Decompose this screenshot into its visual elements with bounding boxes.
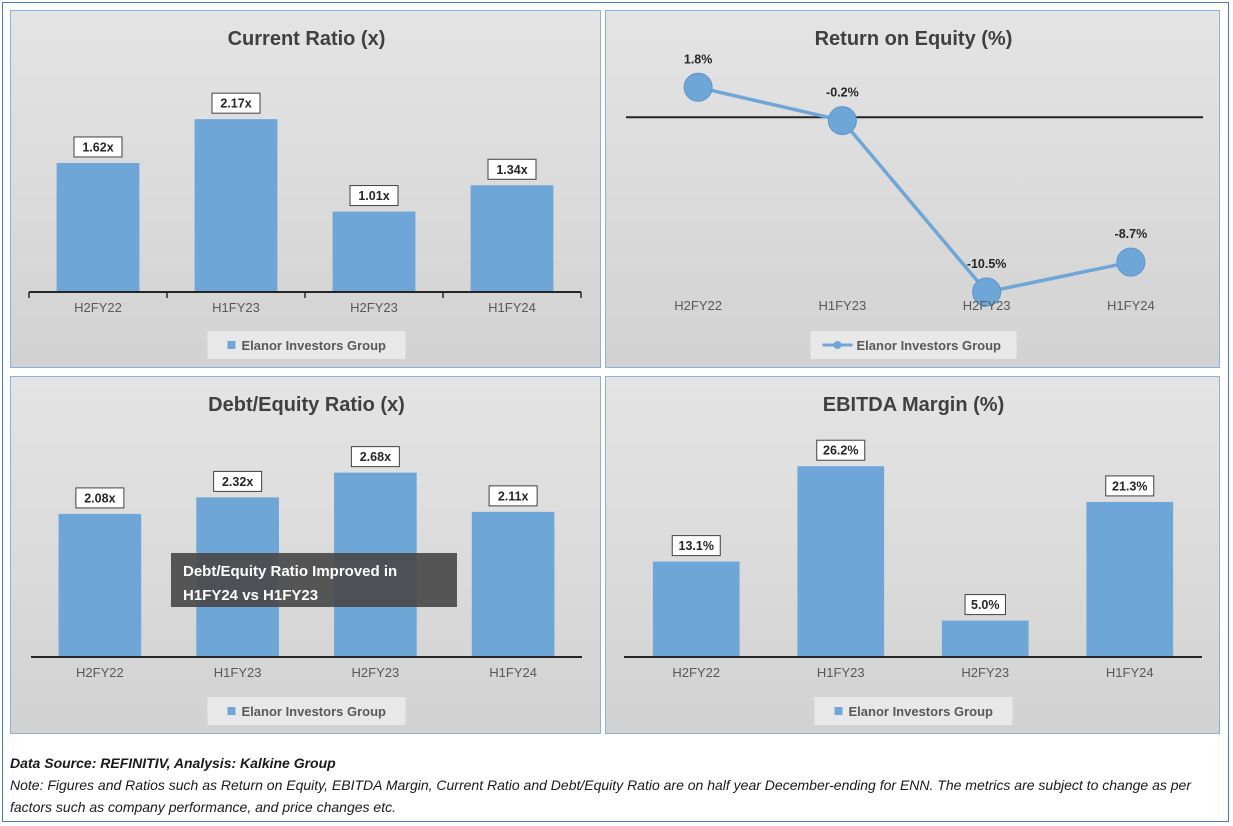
return-on-equity-data-label: 1.8% [684,52,713,66]
current-ratio-bar [332,211,416,292]
debt-equity-ratio-legend-swatch-icon [227,707,236,715]
ebitda-margin-data-label-box [816,439,866,461]
debt-equity-ratio-legend-label: Elanor Investors Group [242,704,387,719]
return-on-equity-title: Return on Equity (%) [815,28,1013,50]
footer: Data Source: REFINITIV, Analysis: Kalkin… [10,752,1220,818]
ebitda-margin-x-tick-label: H2FY22 [672,665,720,680]
ebitda-margin-data-label: 21.3% [1112,479,1147,493]
current-ratio-data-label: 1.34x [496,163,527,177]
current-ratio-data-label: 1.62x [82,140,113,154]
current-ratio-data-label-box [349,185,399,207]
debt-equity-ratio-data-label-box [488,485,538,507]
current-ratio-data-label-box [487,158,537,180]
return-on-equity-panel: Return on Equity (%) 1.8% H2FY22 -0.2% H1FY2… [605,10,1220,368]
current-ratio-x-tick-label: H2FY22 [74,300,122,315]
return-on-equity-point [683,72,713,102]
ebitda-margin-legend-box [814,697,1013,725]
return-on-equity-x-tick-label: H2FY23 [963,298,1011,313]
current-ratio-title: Current Ratio (x) [228,28,386,50]
ebitda-margin-x-tick-label: H2FY23 [961,665,1009,680]
debt-equity-ratio-x-tick-label: H2FY23 [352,665,400,680]
return-on-equity-point [827,106,857,136]
current-ratio-data-label: 2.17x [220,97,251,111]
return-on-equity-data-label: -8.7% [1115,227,1148,241]
return-on-equity-x-tick-label: H2FY22 [674,298,722,313]
debt-equity-ratio-x-tick-label: H1FY24 [489,665,537,680]
return-on-equity-point [1116,247,1146,277]
debt-equity-ratio-data-label-box [213,470,263,492]
annotation-box [171,553,457,607]
ebitda-margin-x-tick-label: H1FY23 [817,665,865,680]
ebitda-margin-data-label-box [964,594,1006,616]
return-on-equity-point [972,277,1002,307]
return-on-equity-chart: Return on Equity (%) 1.8% H2FY22 -0.2% H1FY2… [626,28,1203,359]
debt-equity-ratio-data-label: 2.32x [222,475,253,489]
annotation-text: H1FY24 vs H1FY23 [183,587,318,604]
return-on-equity-data-label: -10.5% [967,257,1007,271]
annotation-text: Debt/Equity Ratio Improved in [183,563,397,580]
ebitda-margin-bar [941,620,1029,657]
debt-equity-ratio-data-label: 2.08x [84,491,115,505]
current-ratio-x-tick-label: H2FY23 [350,300,398,315]
debt-equity-ratio-bar [471,511,555,657]
ebitda-margin-title: EBITDA Margin (%) [823,394,1004,416]
ebitda-margin-data-label-box [671,535,721,557]
debt-equity-ratio-title: Debt/Equity Ratio (x) [208,394,405,416]
current-ratio-data-label-box [211,92,261,114]
ebitda-margin-panel: EBITDA Margin (%) 13.1% H2FY22 26.2% H1FY23 5… [605,376,1220,734]
debt-equity-ratio-legend-box [207,697,406,725]
debt-equity-ratio-data-label-box [75,487,125,509]
ebitda-margin-data-label: 26.2% [823,444,858,458]
return-on-equity-data-label: -0.2% [826,86,859,100]
ebitda-margin-bar [652,561,740,657]
ebitda-margin-bar [797,466,885,657]
debt-equity-ratio-x-tick-label: H1FY23 [214,665,262,680]
ebitda-margin-bar [1086,501,1174,657]
note-text: Note: Figures and Ratios such as Return … [10,777,1191,815]
current-ratio-x-tick-label: H1FY23 [212,300,260,315]
current-ratio-bar [56,162,140,292]
return-on-equity-x-tick-label: H1FY24 [1107,298,1155,313]
ebitda-margin-x-tick-label: H1FY24 [1106,665,1154,680]
ebitda-margin-data-label-box [1105,475,1155,497]
debt-equity-ratio-data-label-box [350,446,400,468]
return-on-equity-legend-label: Elanor Investors Group [857,338,1002,353]
debt-equity-ratio-data-label: 2.68x [360,450,391,464]
current-ratio-data-label-box [73,136,123,158]
ebitda-margin-data-label: 5.0% [971,598,1000,612]
current-ratio-legend-label: Elanor Investors Group [242,338,387,353]
return-on-equity-series-line [697,85,1132,294]
current-ratio-chart: Current Ratio (x) 1.62x H2FY22 2.17x H1FY23 1… [28,28,582,359]
ebitda-margin-chart: EBITDA Margin (%) 13.1% H2FY22 26.2% H1FY23 5… [624,394,1202,725]
ebitda-margin-legend-swatch-icon [834,707,843,715]
data-source-text: Data Source: REFINITIV, Analysis: Kalkin… [10,755,336,771]
debt-equity-ratio-x-tick-label: H2FY22 [76,665,124,680]
debt-equity-ratio-bar [58,513,142,657]
current-ratio-bar [194,119,278,292]
debt-equity-ratio-data-label: 2.11x [498,489,529,503]
return-on-equity-legend-marker-icon [833,341,842,349]
current-ratio-data-label: 1.01x [358,189,389,203]
current-ratio-x-tick-label: H1FY24 [488,300,536,315]
ebitda-margin-data-label: 13.1% [679,539,714,553]
return-on-equity-x-tick-label: H1FY23 [819,298,867,313]
current-ratio-legend-swatch-icon [227,341,236,349]
current-ratio-bar [470,185,554,292]
ebitda-margin-legend-label: Elanor Investors Group [849,704,994,719]
debt-equity-ratio-panel: Debt/Equity Ratio (x) 2.08x H2FY22 2.32x H1F… [10,376,601,734]
debt-equity-ratio-chart: Debt/Equity Ratio (x) 2.08x H2FY22 2.32x H1F… [31,394,582,725]
current-ratio-panel: Current Ratio (x) 1.62x H2FY22 2.17x H1FY23 1… [10,10,601,368]
current-ratio-legend-box [207,331,406,359]
